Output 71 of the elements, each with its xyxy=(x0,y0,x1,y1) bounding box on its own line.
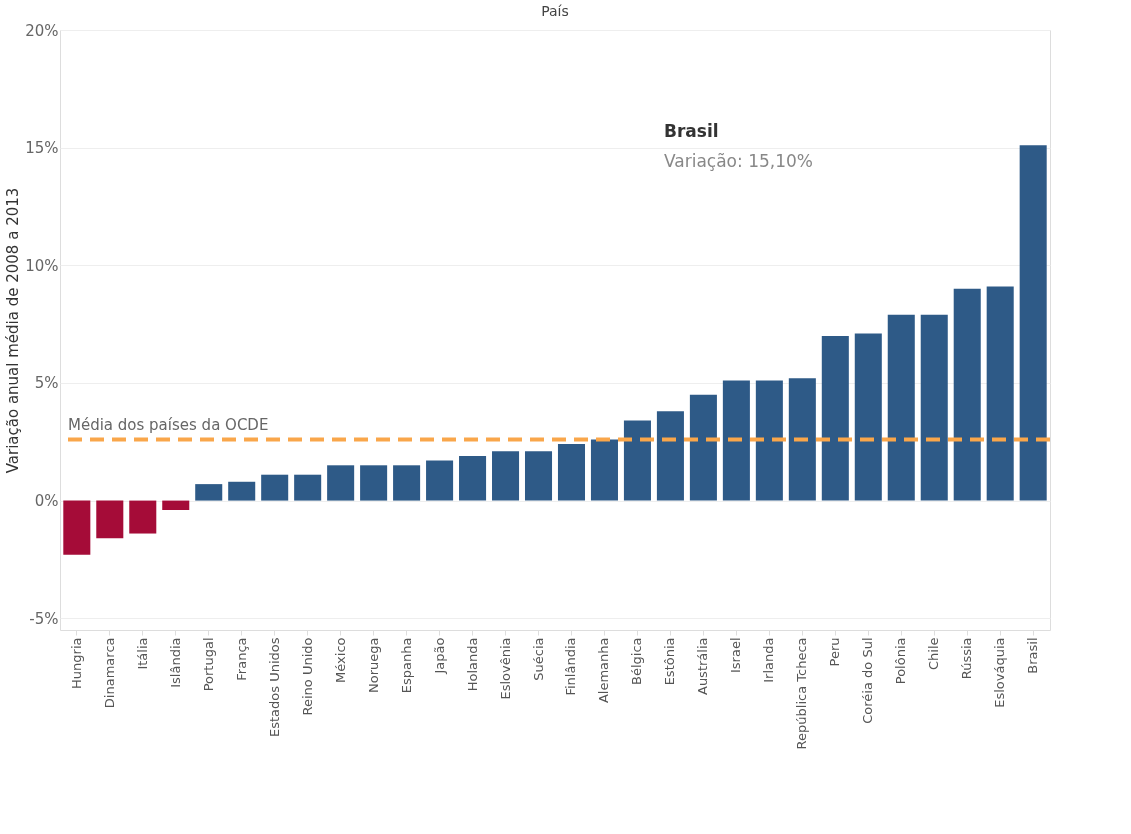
bar xyxy=(590,439,618,501)
x-tick-label: Alemanha xyxy=(596,637,612,704)
bar xyxy=(689,394,717,501)
x-tick-label: Austrália xyxy=(695,637,711,696)
x-tick-label: Reino Unido xyxy=(299,637,315,716)
x-tick-label: Israel xyxy=(728,637,744,674)
x-tick-label: Islândia xyxy=(167,637,183,688)
x-tick-label: Estados Unidos xyxy=(266,637,282,738)
bar xyxy=(96,500,124,539)
x-tick-label: Eslováquia xyxy=(992,637,1008,708)
bar xyxy=(854,333,882,501)
annotation: Brasil xyxy=(664,121,719,141)
x-tick-label: Portugal xyxy=(200,637,216,692)
x-tick-label: Finlândia xyxy=(563,637,579,696)
x-tick-label: Dinamarca xyxy=(101,637,117,709)
x-tick-label: Bélgica xyxy=(629,637,645,686)
bar xyxy=(887,314,915,501)
x-tick-label: Polônia xyxy=(893,637,909,685)
x-tick-label: Suécia xyxy=(530,637,546,681)
y-tick-label: 5% xyxy=(34,374,59,393)
bar xyxy=(953,288,981,501)
y-tick-label: 15% xyxy=(25,139,59,158)
x-tick-label: Espanha xyxy=(398,637,414,694)
bar xyxy=(557,444,586,501)
bar xyxy=(821,335,849,501)
bar xyxy=(656,411,684,501)
bar xyxy=(393,465,421,501)
bar xyxy=(623,420,651,501)
bar xyxy=(327,465,355,501)
x-tick-label: Chile xyxy=(926,637,942,671)
bar xyxy=(755,380,783,501)
bar xyxy=(986,286,1014,501)
bar xyxy=(788,378,816,501)
bar xyxy=(920,314,948,501)
bar xyxy=(129,500,157,534)
bar xyxy=(63,500,91,555)
x-tick-label: Peru xyxy=(827,637,843,667)
bar xyxy=(162,500,190,510)
y-axis-title: Variação anual média de 2008 a 2013 xyxy=(4,187,23,474)
x-tick-label: Estônia xyxy=(662,637,678,686)
bar xyxy=(261,474,289,501)
y-tick-label: 0% xyxy=(34,492,59,511)
ref-line-label: Média dos países da OCDE xyxy=(68,416,269,435)
x-tick-label: Brasil xyxy=(1025,637,1041,674)
x-tick-label: Itália xyxy=(134,637,150,670)
y-tick-label: 20% xyxy=(25,21,59,40)
x-tick-label: Noruega xyxy=(365,637,381,693)
x-tick-label: Irlanda xyxy=(761,637,777,683)
annotation: Variação: 15,10% xyxy=(664,151,813,171)
x-tick-label: Coréia do Sul xyxy=(860,637,876,724)
x-tick-label: México xyxy=(332,637,348,683)
bar xyxy=(1019,145,1047,501)
bar xyxy=(228,481,256,501)
bar xyxy=(294,474,322,501)
bar xyxy=(492,451,520,501)
x-tick-label: Eslovênia xyxy=(497,637,513,700)
y-tick-label: -5% xyxy=(29,609,59,628)
bar xyxy=(722,380,750,501)
bar xyxy=(524,451,553,501)
bar xyxy=(459,455,487,501)
bar xyxy=(426,460,454,501)
x-tick-label: República Tcheca xyxy=(794,637,810,750)
bar xyxy=(195,484,223,501)
x-tick-label: Holanda xyxy=(464,637,480,692)
x-axis-title: País xyxy=(541,3,569,19)
x-tick-label: Hungria xyxy=(68,637,84,689)
x-tick-label: Japão xyxy=(431,637,447,675)
x-tick-label: França xyxy=(233,637,249,681)
bar xyxy=(360,465,388,501)
y-tick-label: 10% xyxy=(25,256,59,275)
x-tick-label: Rússia xyxy=(959,637,975,680)
